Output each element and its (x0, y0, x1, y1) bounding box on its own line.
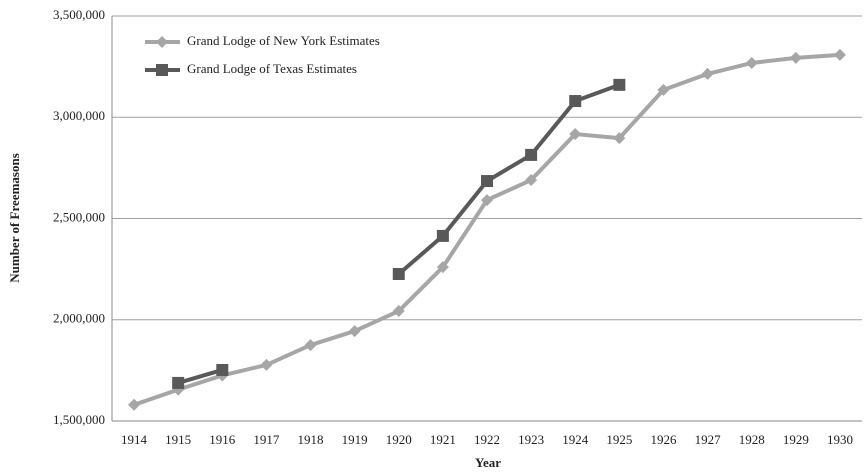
data-point (436, 261, 449, 274)
x-tick-label: 1915 (165, 432, 191, 447)
data-point (304, 339, 317, 352)
x-axis-title: Year (475, 455, 501, 470)
data-point (613, 132, 626, 145)
y-axis-title: Number of Freemasons (7, 153, 22, 283)
data-point (525, 174, 538, 187)
data-point (392, 267, 405, 280)
data-point (569, 95, 582, 108)
data-point (745, 56, 758, 69)
x-tick-label: 1928 (739, 432, 765, 447)
x-tick-label: 1927 (695, 432, 722, 447)
y-tick-label: 3,500,000 (53, 7, 105, 22)
series-line (177, 82, 621, 385)
legend-marker (156, 64, 168, 76)
x-tick-label: 1930 (827, 432, 853, 447)
x-tick-label: 1919 (342, 432, 368, 447)
x-tick-label: 1916 (209, 432, 236, 447)
y-tick-label: 1,500,000 (53, 412, 105, 427)
x-tick-label: 1918 (298, 432, 324, 447)
legend-label: Grand Lodge of Texas Estimates (187, 61, 357, 76)
x-tick-label: 1914 (121, 432, 148, 447)
data-point (701, 67, 714, 80)
y-tick-label: 3,000,000 (53, 108, 105, 123)
x-tick-label: 1920 (386, 432, 412, 447)
data-point (657, 83, 670, 96)
x-tick-label: 1922 (474, 432, 500, 447)
y-tick-label: 2,000,000 (53, 311, 105, 326)
data-point (260, 358, 273, 371)
data-point (348, 325, 361, 338)
x-tick-label: 1923 (518, 432, 544, 447)
data-point (481, 175, 493, 188)
x-tick-label: 1924 (562, 432, 589, 447)
series-line (133, 52, 841, 407)
x-tick-label: 1925 (606, 432, 632, 447)
data-point (569, 128, 582, 141)
x-tick-label: 1921 (430, 432, 456, 447)
data-point (833, 48, 846, 61)
data-point (481, 194, 493, 207)
data-point (436, 229, 449, 242)
legend-marker (156, 36, 168, 48)
data-point (128, 398, 141, 411)
data-point (216, 363, 229, 376)
data-point (172, 376, 185, 389)
data-point (525, 148, 538, 161)
x-tick-label: 1926 (650, 432, 677, 447)
y-tick-label: 2,500,000 (53, 209, 105, 224)
data-point (789, 51, 802, 64)
legend-label: Grand Lodge of New York Estimates (187, 33, 380, 48)
x-tick-label: 1917 (253, 432, 280, 447)
data-point (392, 305, 405, 318)
x-tick-label: 1929 (783, 432, 809, 447)
data-point (613, 78, 626, 91)
